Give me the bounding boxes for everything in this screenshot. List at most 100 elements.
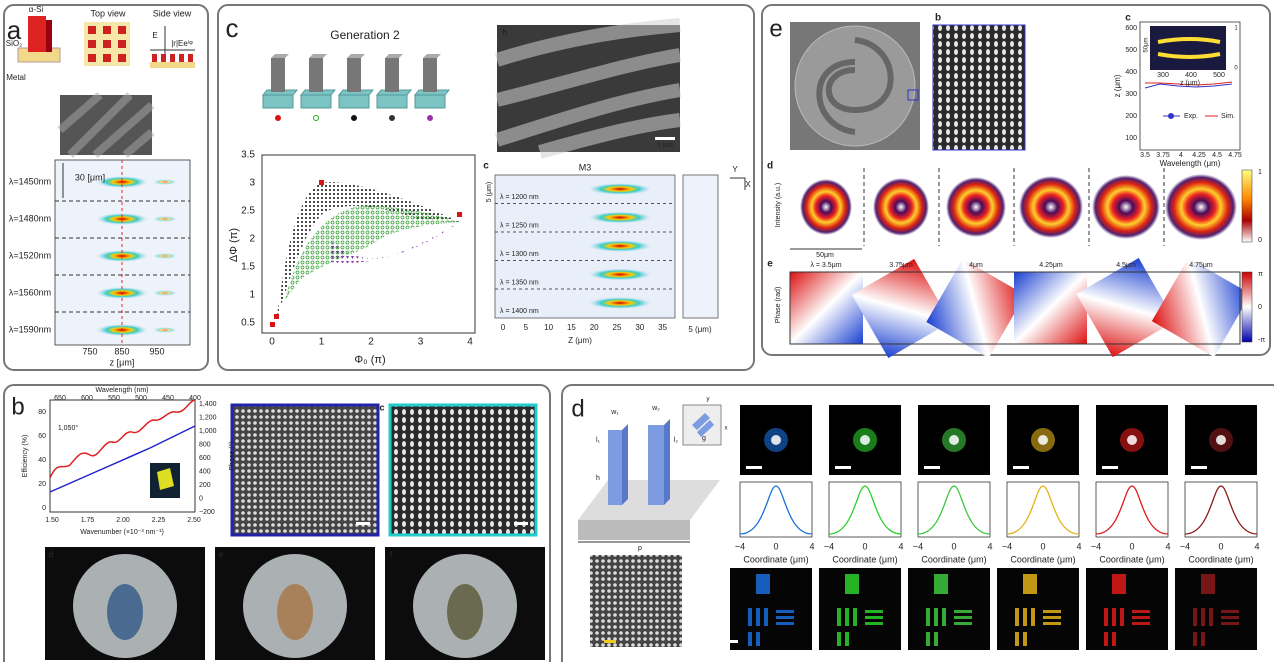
- label: λ = 1400 nm: [500, 308, 539, 315]
- label: Coordinate (μm): [743, 554, 808, 564]
- target-bar: [837, 608, 841, 626]
- panel-label: a: [7, 15, 22, 45]
- target-bar: [1221, 610, 1239, 613]
- core: [1216, 435, 1226, 445]
- label: 100: [1125, 135, 1137, 142]
- label: 20: [38, 481, 46, 488]
- label: 3: [249, 178, 255, 189]
- target-bar: [934, 608, 938, 626]
- label: Metal: [6, 73, 26, 82]
- label: 4: [1076, 541, 1081, 551]
- label: 5 (μm): [486, 182, 493, 202]
- label: 3: [418, 337, 424, 348]
- label: λ = 1350 nm: [500, 279, 539, 286]
- label: 5 μm: [657, 142, 673, 149]
- target-bar: [1120, 608, 1124, 626]
- target-bar: [845, 574, 859, 594]
- target-bar: [865, 616, 883, 619]
- target-bar: [954, 616, 972, 619]
- label: z [μm]: [110, 357, 135, 367]
- label: 4.75μm: [1189, 262, 1213, 269]
- label: 0: [1129, 541, 1134, 551]
- label: 5 (μm): [688, 325, 712, 334]
- label: c: [1125, 13, 1131, 24]
- label: 4: [1179, 152, 1183, 159]
- label: 60: [38, 433, 46, 440]
- label: l₁: [596, 437, 601, 444]
- legend-marker: [427, 115, 433, 121]
- target-image: [1086, 568, 1168, 650]
- panel-label: e: [769, 15, 782, 42]
- pillar-base: [261, 89, 299, 109]
- axes-glyph: [730, 177, 746, 190]
- donut: [800, 179, 852, 235]
- label: h: [596, 475, 600, 482]
- label: Coordinate (μm): [1188, 554, 1253, 564]
- target-bar: [1193, 632, 1197, 646]
- label: Wavelength (μm): [1160, 159, 1221, 168]
- label: |r|Eeⁱᵠ: [171, 39, 193, 48]
- legend-marker: [313, 115, 319, 121]
- target-bar: [1023, 574, 1037, 594]
- panel-label: b: [11, 393, 24, 420]
- label: λ=1520nm: [9, 250, 51, 260]
- target-bar: [1112, 632, 1116, 646]
- pillar-base: [337, 89, 375, 109]
- label: Z (μm): [568, 336, 592, 345]
- label: 1.5: [241, 262, 255, 273]
- unit-cell: [88, 54, 96, 62]
- subject: [277, 584, 313, 640]
- target-bar: [776, 622, 794, 625]
- label: 1: [1234, 26, 1238, 32]
- label: −4: [1091, 541, 1101, 551]
- label: −4: [735, 541, 745, 551]
- label: 1,000: [199, 428, 217, 435]
- profile-frame: [1006, 481, 1080, 538]
- legend-marker: [389, 115, 395, 121]
- focal-spot: [588, 297, 652, 309]
- label: 4.5μm: [1116, 262, 1136, 269]
- unit-cell: [118, 40, 126, 48]
- target-image: [819, 568, 901, 650]
- label: Phase (°): [228, 441, 236, 470]
- scale-bar: [716, 640, 738, 643]
- pillar: [271, 58, 285, 92]
- label: −4: [1002, 541, 1012, 551]
- label: 750: [82, 346, 97, 356]
- target-bar: [748, 632, 752, 646]
- label: 600: [1125, 25, 1137, 32]
- core: [1038, 435, 1048, 445]
- label: Top view: [90, 8, 126, 18]
- profile: [1184, 485, 1258, 535]
- target-bar: [942, 608, 946, 626]
- label: 3.75μm: [889, 262, 913, 269]
- label: z (μm): [1180, 80, 1200, 87]
- label: 30: [635, 323, 644, 332]
- pillar-top: [271, 54, 289, 58]
- target-bar: [845, 632, 849, 646]
- pillar: [347, 58, 361, 92]
- profile-frame: [917, 481, 991, 538]
- label: 0: [862, 541, 867, 551]
- target-bar: [1043, 610, 1061, 613]
- profile-frame: [1184, 481, 1258, 538]
- label: p: [638, 545, 642, 552]
- target-bar: [1221, 616, 1239, 619]
- pillar: [309, 58, 323, 92]
- label: 2: [368, 337, 374, 348]
- label: −4: [913, 541, 923, 551]
- phase-map: [1076, 257, 1176, 358]
- pillar: [179, 54, 184, 62]
- label: 400: [199, 468, 211, 475]
- label: −200: [199, 509, 215, 516]
- phase-map: [851, 258, 951, 359]
- target-bar: [776, 610, 794, 613]
- label: 600: [199, 455, 211, 462]
- core: [771, 435, 781, 445]
- label: SiO₂: [6, 39, 22, 48]
- target-bar: [1201, 632, 1205, 646]
- label: λ = 3.5μm: [810, 262, 841, 269]
- phase-map: [1151, 257, 1251, 358]
- side-lobe: [153, 179, 177, 185]
- label: 0: [269, 337, 275, 348]
